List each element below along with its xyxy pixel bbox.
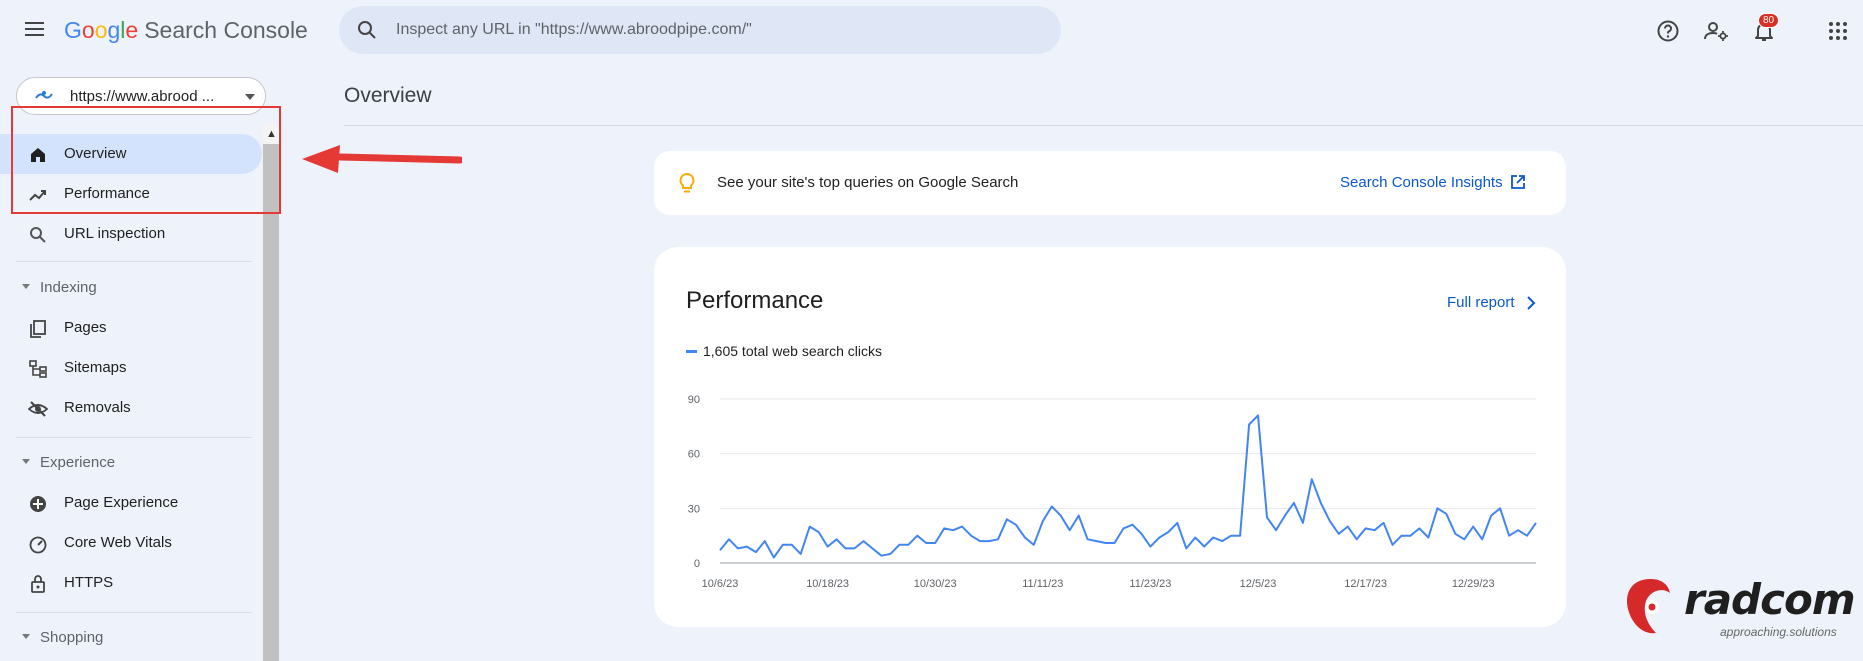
x-tick-label: 12/29/23 [1452, 578, 1495, 590]
collapse-caret-icon [22, 459, 30, 464]
annotation-arrow-icon [302, 145, 462, 173]
sidebar-section-indexing[interactable]: Indexing [0, 271, 263, 307]
radcom-watermark: radcom approaching.solutions [1622, 575, 1856, 644]
sidebar-divider [16, 261, 252, 262]
clicks-series-line [719, 414, 1537, 559]
scroll-up-icon[interactable]: ▲ [266, 128, 277, 140]
sidebar-item-removals[interactable]: Removals [0, 388, 263, 428]
search-console-insights-link[interactable]: Search Console Insights [1340, 174, 1503, 191]
main-menu-icon[interactable] [20, 18, 52, 44]
home-icon [31, 148, 45, 162]
lock-icon [31, 575, 45, 593]
manage-accounts-icon[interactable] [1702, 17, 1730, 45]
product-name: Search Console [144, 17, 308, 43]
sidebar-item-performance[interactable]: Performance [0, 174, 263, 214]
search-console-logo[interactable]: Google Search Console [64, 17, 308, 43]
collapse-caret-icon [22, 634, 30, 639]
lightbulb-icon [679, 172, 695, 193]
x-tick-label: 11/23/23 [1129, 578, 1171, 590]
notification-badge: 80 [1758, 13, 1780, 28]
dropdown-caret-icon [245, 94, 255, 100]
scrollbar-thumb[interactable] [263, 144, 279, 661]
legend-swatch [686, 350, 697, 353]
sidebar-item-https[interactable]: HTTPS [0, 563, 263, 603]
sidebar-item-overview[interactable]: Overview [0, 134, 262, 174]
y-tick-label: 90 [688, 394, 700, 406]
annotation-highlight-box [11, 106, 281, 214]
full-report-link[interactable]: Full report [1447, 294, 1515, 311]
open-in-new-icon[interactable] [1510, 174, 1526, 190]
performance-title: Performance [686, 287, 824, 314]
x-tick-label: 10/30/23 [914, 578, 957, 590]
y-tick-label: 0 [694, 558, 700, 570]
add-circle-icon [30, 496, 46, 512]
sidebar-item-pages[interactable]: Pages [0, 308, 263, 348]
search-icon [30, 227, 46, 243]
sidebar-divider [16, 612, 252, 613]
url-inspect-search[interactable] [339, 6, 1061, 54]
sidebar-divider [16, 437, 252, 438]
y-tick-label: 60 [688, 449, 700, 461]
trending-up-icon [29, 190, 46, 201]
sidebar-item-page-experience[interactable]: Page Experience [0, 483, 263, 523]
radcom-logo-icon [1626, 579, 1670, 634]
sidebar-item-core-web-vitals[interactable]: Core Web Vitals [0, 523, 263, 563]
sitemap-icon [29, 360, 47, 378]
visibility-off-icon [28, 401, 48, 417]
help-icon[interactable] [1654, 17, 1682, 45]
watermark-brand: radcom [1684, 575, 1856, 624]
x-tick-label: 10/6/23 [702, 578, 739, 590]
chevron-right-icon[interactable] [1525, 296, 1537, 310]
property-url: https://www.abrood ... [70, 88, 215, 105]
sidebar-item-sitemaps[interactable]: Sitemaps [0, 348, 263, 388]
pages-icon [30, 320, 46, 338]
clicks-line-chart: 0 30 60 90 10/6/23 10/18/23 10/30/23 11/11/23 11… [688, 394, 1537, 590]
insights-card: See your site's top queries on Google Se… [654, 151, 1566, 215]
x-tick-label: 10/18/23 [806, 578, 849, 590]
x-tick-label: 12/17/23 [1344, 578, 1387, 590]
collapse-caret-icon [22, 284, 30, 289]
x-tick-label: 11/11/23 [1022, 578, 1063, 590]
search-input[interactable] [396, 18, 1036, 42]
sidebar-item-url-inspection[interactable]: URL inspection [0, 214, 263, 254]
y-tick-label: 30 [688, 503, 700, 515]
page-title: Overview [344, 84, 432, 107]
speed-icon [29, 536, 47, 554]
search-icon [358, 21, 376, 39]
title-divider [344, 125, 1863, 126]
site-favicon-icon [35, 89, 53, 103]
apps-grid-icon[interactable] [1824, 17, 1852, 45]
legend-label: 1,605 total web search clicks [703, 343, 882, 359]
sidebar-section-shopping[interactable]: Shopping [0, 621, 263, 657]
performance-card: Performance Full report 1,605 total web … [654, 247, 1566, 627]
insights-text: See your site's top queries on Google Se… [717, 174, 1019, 191]
watermark-tagline: approaching.solutions [1720, 625, 1837, 639]
sidebar-section-experience[interactable]: Experience [0, 446, 263, 482]
property-selector[interactable]: https://www.abrood ... [16, 77, 266, 115]
x-tick-label: 12/5/23 [1240, 578, 1277, 590]
